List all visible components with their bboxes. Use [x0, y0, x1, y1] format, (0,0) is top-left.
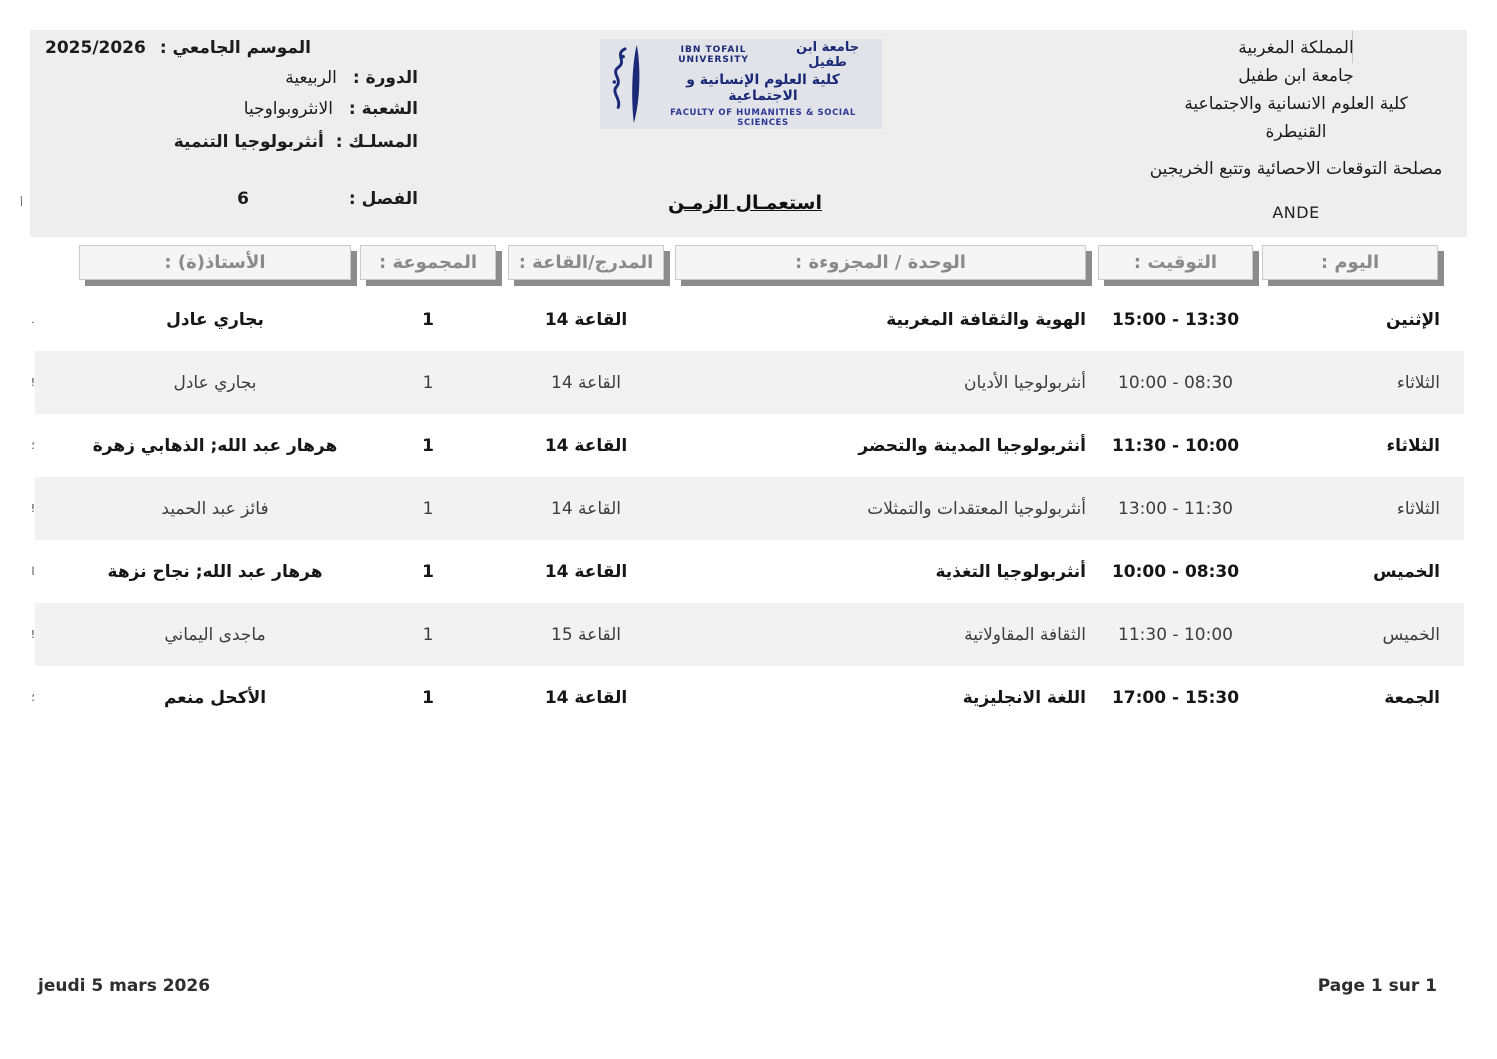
column-header-professor: الأستاذ(ة) :	[79, 245, 351, 280]
field-session-value: الربيعية	[285, 68, 337, 88]
column-header-room: المدرج/القاعة :	[508, 245, 664, 280]
row-time: 10:00 - 08:30	[1118, 372, 1233, 393]
table-row: ا الخميس 10:00 - 08:30 أنثربولوجيا التغذ…	[31, 540, 1464, 603]
logo-text: IBN TOFAIL UNIVERSITY جامعة ابن طفيل كلي…	[652, 40, 874, 128]
field-branch-value: الانثروبواوجيا	[243, 99, 333, 119]
row-edge-mark: ؛	[31, 439, 35, 452]
field-academic-year-value: 2025/2026	[45, 38, 146, 58]
row-group: 1	[422, 372, 434, 393]
row-time: 10:00 - 08:30	[1111, 561, 1240, 582]
row-professor: الأكحل منعم	[163, 687, 267, 708]
field-semester: الفصل : 6	[225, 189, 418, 209]
row-time: 11:30 - 10:00	[1118, 624, 1233, 645]
field-track-label: المسلـك :	[335, 132, 418, 152]
row-room: القاعة 14	[544, 435, 628, 456]
row-edge-mark: !	[30, 376, 36, 389]
row-room: القاعة 15	[551, 624, 621, 645]
header-divider-line	[1352, 31, 1353, 63]
table-row: ! الثلاثاء 10:00 - 08:30 أنثربولوجيا الأ…	[31, 351, 1464, 414]
row-unit: اللغة الانجليزية	[962, 687, 1086, 708]
institution-kingdom: المملكة المغربية	[1238, 38, 1354, 58]
row-group: 1	[422, 309, 434, 330]
row-unit: الثقافة المقاولاتية	[964, 624, 1086, 645]
row-room: القاعة 14	[544, 309, 628, 330]
institution-code: ANDE	[1272, 203, 1320, 222]
row-time: 11:30 - 10:00	[1111, 435, 1240, 456]
institution-university: جامعة ابن طفيل	[1238, 66, 1354, 86]
field-track: المسلـك : أنثربولوجيا التنمية	[160, 132, 418, 152]
row-professor: هرهار عبد الله; الذهابي زهرة	[92, 435, 338, 456]
row-day: الخميس	[1382, 624, 1440, 645]
row-room: القاعة 14	[551, 498, 621, 519]
calligraphy-logo-icon	[612, 44, 640, 124]
row-group: 1	[422, 687, 434, 708]
row-professor: ماجدى اليماني	[164, 624, 266, 645]
institution-block: المملكة المغربية جامعة ابن طفيل كلية الع…	[1130, 34, 1462, 227]
row-professor: بجاري عادل	[173, 372, 257, 393]
table-row: ؛ الجمعة 17:00 - 15:30 اللغة الانجليزية …	[31, 666, 1464, 729]
field-session: الدورة : الربيعية	[200, 68, 418, 88]
field-branch-label: الشعبة :	[348, 99, 418, 119]
row-day: الخميس	[1373, 561, 1440, 582]
row-professor: فائز عبد الحميد	[161, 498, 269, 519]
row-professor: بجاري عادل	[166, 309, 264, 330]
row-day: الثلاثاء	[1396, 498, 1440, 519]
row-unit: أنثربولوجيا المعتقدات والتمثلات	[867, 498, 1086, 519]
row-day: الثلاثاء	[1396, 372, 1440, 393]
column-header-group: المجموعة :	[360, 245, 496, 280]
column-header-time: التوقيت :	[1098, 245, 1253, 280]
footer-print-date: jeudi 5 mars 2026	[38, 976, 211, 996]
field-session-label: الدورة :	[352, 68, 418, 88]
logo-faculty-en: FACULTY OF HUMANITIES & SOCIAL SCIENCES	[670, 108, 856, 128]
row-day: الإثنين	[1385, 309, 1440, 330]
row-unit: أنثربولوجيا الأديان	[963, 372, 1086, 393]
row-time: 13:00 - 11:30	[1118, 498, 1233, 519]
row-unit: أنثربولوجيا التغذية	[935, 561, 1086, 582]
row-edge-mark: !	[30, 628, 36, 641]
field-track-value: أنثربولوجيا التنمية	[173, 132, 324, 152]
table-row: ! الخميس 11:30 - 10:00 الثقافة المقاولات…	[31, 603, 1464, 666]
row-unit: أنثربولوجيا المدينة والتحضر	[858, 435, 1086, 456]
row-day: الجمعة	[1384, 687, 1440, 708]
row-professor: هرهار عبد الله; نجاح نزهة	[107, 561, 323, 582]
institution-city: القنيطرة	[1265, 122, 1327, 142]
row-edge-mark: !	[30, 502, 36, 515]
institution-faculty: كلية العلوم الانسانية والاجتماعية	[1184, 94, 1408, 114]
column-header-day: اليوم :	[1262, 245, 1438, 280]
institution-service: مصلحة التوقعات الاحصائية وتتبع الخريجين	[1149, 159, 1443, 179]
logo-faculty-ar: كلية العلوم الإنسانية و الاجتماعية	[686, 72, 840, 104]
university-logo: IBN TOFAIL UNIVERSITY جامعة ابن طفيل كلي…	[600, 39, 882, 129]
row-day: الثلاثاء	[1386, 435, 1440, 456]
row-time: 17:00 - 15:30	[1111, 687, 1240, 708]
table-row: . الإثنين 15:00 - 13:30 الهوية والثقافة …	[31, 288, 1464, 351]
field-academic-year-label: الموسم الجامعي :	[159, 38, 311, 58]
table-row: ! الثلاثاء 13:00 - 11:30 أنثربولوجيا الم…	[31, 477, 1464, 540]
row-group: 1	[422, 561, 434, 582]
row-group: 1	[422, 624, 434, 645]
logo-university-en: IBN TOFAIL UNIVERSITY	[678, 45, 749, 65]
clipped-edge-mark: أ	[20, 198, 23, 209]
row-group: 1	[422, 498, 434, 519]
row-unit: الهوية والثقافة المغربية	[886, 309, 1086, 330]
field-branch: الشعبة : الانثروبواوجيا	[180, 99, 418, 119]
field-semester-value: 6	[237, 189, 249, 209]
field-academic-year: الموسم الجامعي : 2025/2026	[45, 38, 311, 58]
row-group: 1	[422, 435, 434, 456]
row-room: القاعة 14	[544, 561, 628, 582]
table-row: ؛ الثلاثاء 11:30 - 10:00 أنثربولوجيا الم…	[31, 414, 1464, 477]
row-time: 15:00 - 13:30	[1111, 309, 1240, 330]
row-edge-mark: ؛	[31, 691, 35, 704]
field-semester-label: الفصل :	[348, 189, 418, 209]
row-edge-mark: .	[31, 313, 35, 326]
footer-page-number: Page 1 sur 1	[1317, 976, 1437, 996]
row-room: القاعة 14	[544, 687, 628, 708]
logo-university-ar: جامعة ابن طفيل	[796, 40, 860, 70]
row-edge-mark: ا	[31, 565, 35, 578]
column-header-unit: الوحدة / المجزوءة :	[675, 245, 1086, 280]
row-room: القاعة 14	[551, 372, 621, 393]
page-title: استعمـال الزمـن	[668, 192, 822, 214]
